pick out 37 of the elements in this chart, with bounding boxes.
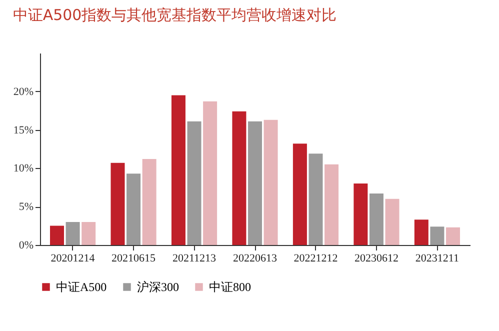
bar xyxy=(110,162,125,245)
x-tick-label: 20231211 xyxy=(415,252,459,264)
bar xyxy=(203,101,218,245)
bar xyxy=(126,174,141,245)
legend-label: 中证A500 xyxy=(56,280,107,294)
legend-label: 中证800 xyxy=(209,280,251,294)
bar xyxy=(66,222,80,245)
bar xyxy=(187,121,202,245)
bar xyxy=(354,184,368,245)
bar xyxy=(414,220,428,245)
bar xyxy=(264,120,278,245)
bar xyxy=(232,111,246,245)
bar xyxy=(142,158,156,245)
y-tick-label: 0% xyxy=(18,240,34,252)
legend-label: 沪深300 xyxy=(137,280,179,294)
y-tick-label: 20% xyxy=(13,86,34,98)
y-tick-label: 10% xyxy=(13,162,34,175)
y-tick-label: 5% xyxy=(18,201,34,214)
bar xyxy=(248,121,262,245)
bar xyxy=(446,227,460,245)
bar xyxy=(385,198,400,245)
x-tick-label: 20210615 xyxy=(112,252,156,264)
x-tick-label: 20211213 xyxy=(172,252,217,264)
chart-title: 中证A500指数与其他宽基指数平均营收增速对比 xyxy=(12,6,337,24)
bar xyxy=(292,144,307,245)
x-tick-label: 20201214 xyxy=(50,252,96,264)
bar xyxy=(171,95,186,245)
bar xyxy=(82,222,96,245)
bar xyxy=(308,154,323,245)
bar xyxy=(50,226,64,245)
x-tick-label: 20230612 xyxy=(354,252,398,264)
bar xyxy=(430,226,444,245)
y-tick-label: 15% xyxy=(13,124,34,136)
x-tick-label: 20220613 xyxy=(233,252,278,264)
bar xyxy=(369,194,384,245)
x-tick-label: 20221212 xyxy=(294,252,338,264)
bar xyxy=(324,164,339,245)
